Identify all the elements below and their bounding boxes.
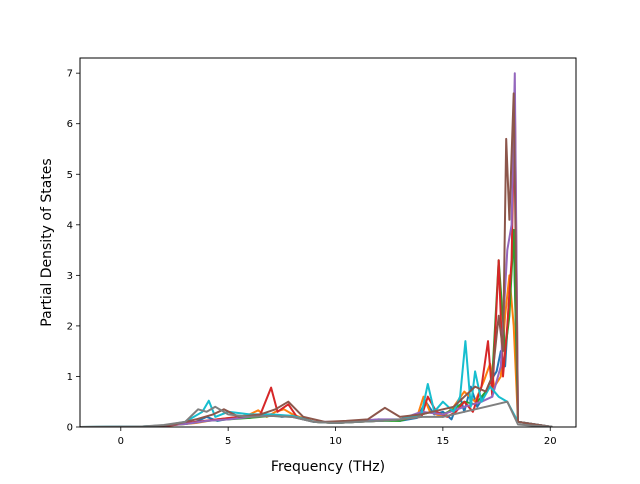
y-tick-label: 4 xyxy=(67,220,73,231)
series-layer xyxy=(80,72,553,427)
series-line-5 xyxy=(80,72,553,427)
y-tick-label: 7 xyxy=(67,69,73,80)
x-tick-label: 0 xyxy=(118,436,124,447)
series-line-7 xyxy=(80,92,553,427)
ticks-layer: 0 5 10 15 20 0 1 2 3 4 5 6 7 xyxy=(67,69,557,447)
x-tick-label: 20 xyxy=(544,436,557,447)
x-axis-label: Frequency (THz) xyxy=(271,459,385,475)
y-tick-label: 5 xyxy=(67,170,73,181)
x-tick-label: 10 xyxy=(329,436,342,447)
y-tick-label: 3 xyxy=(67,271,73,282)
y-tick-label: 0 xyxy=(67,423,73,434)
y-tick-label: 1 xyxy=(67,372,73,383)
series-line-8 xyxy=(80,400,553,427)
x-tick-label: 15 xyxy=(437,436,450,447)
x-tick-label: 5 xyxy=(225,436,231,447)
y-axis-label: Partial Density of States xyxy=(39,158,55,326)
y-tick-label: 2 xyxy=(67,321,73,332)
y-tick-label: 6 xyxy=(67,119,73,130)
plot-frame xyxy=(79,57,577,428)
